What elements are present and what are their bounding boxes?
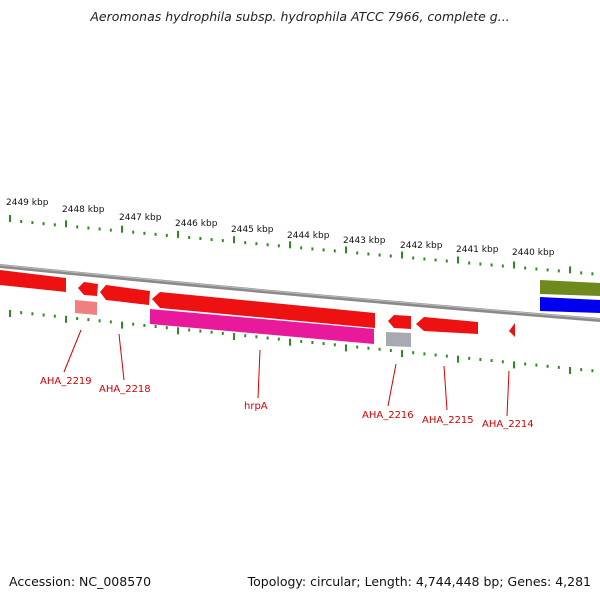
gene-arrow[interactable] [152, 292, 375, 328]
kbp-label: 2444 kbp [287, 231, 330, 241]
gene-label[interactable]: AHA_2219 [40, 376, 92, 387]
gene-label[interactable]: AHA_2215 [422, 415, 474, 426]
feature-box[interactable] [540, 297, 600, 313]
gene-arrow[interactable] [388, 315, 411, 329]
gene-arrow[interactable] [509, 323, 515, 337]
label-leaders [63, 329, 510, 417]
gene-arrow[interactable] [100, 285, 150, 305]
accession-text: Accession: NC_008570 [9, 574, 152, 589]
kbp-label: 2446 kbp [175, 219, 218, 229]
kbp-label: 2448 kbp [62, 205, 105, 215]
gene-arrow[interactable] [78, 282, 98, 296]
kbp-label: 2449 kbp [6, 198, 49, 208]
gene-arrow[interactable] [416, 317, 478, 334]
gene-label[interactable]: AHA_2216 [362, 410, 414, 421]
kbp-label: 2441 kbp [456, 245, 499, 255]
kbp-label: 2440 kbp [512, 248, 555, 258]
kbp-label: 2447 kbp [119, 213, 162, 223]
kbp-label: 2443 kbp [343, 236, 386, 246]
feature-box[interactable] [150, 309, 374, 344]
kbp-tick-row-top [9, 215, 594, 276]
kbp-tick-row-bottom [9, 310, 594, 374]
kbp-label: 2445 kbp [231, 225, 274, 235]
gene-label[interactable]: AHA_2218 [99, 384, 151, 395]
map-title: Aeromonas hydrophila subsp. hydrophila A… [90, 9, 510, 24]
genome-backbone [0, 264, 600, 322]
gene-label[interactable]: AHA_2214 [482, 419, 534, 430]
feature-box[interactable] [75, 300, 97, 315]
gene-arrow[interactable] [0, 270, 66, 292]
genome-summary: Topology: circular; Length: 4,744,448 bp… [247, 574, 591, 589]
feature-box[interactable] [386, 332, 411, 347]
kbp-label: 2442 kbp [400, 241, 443, 251]
genome-backbone-highlight [0, 264, 600, 320]
feature-box[interactable] [540, 280, 600, 296]
gene-label[interactable]: hrpA [244, 401, 268, 412]
